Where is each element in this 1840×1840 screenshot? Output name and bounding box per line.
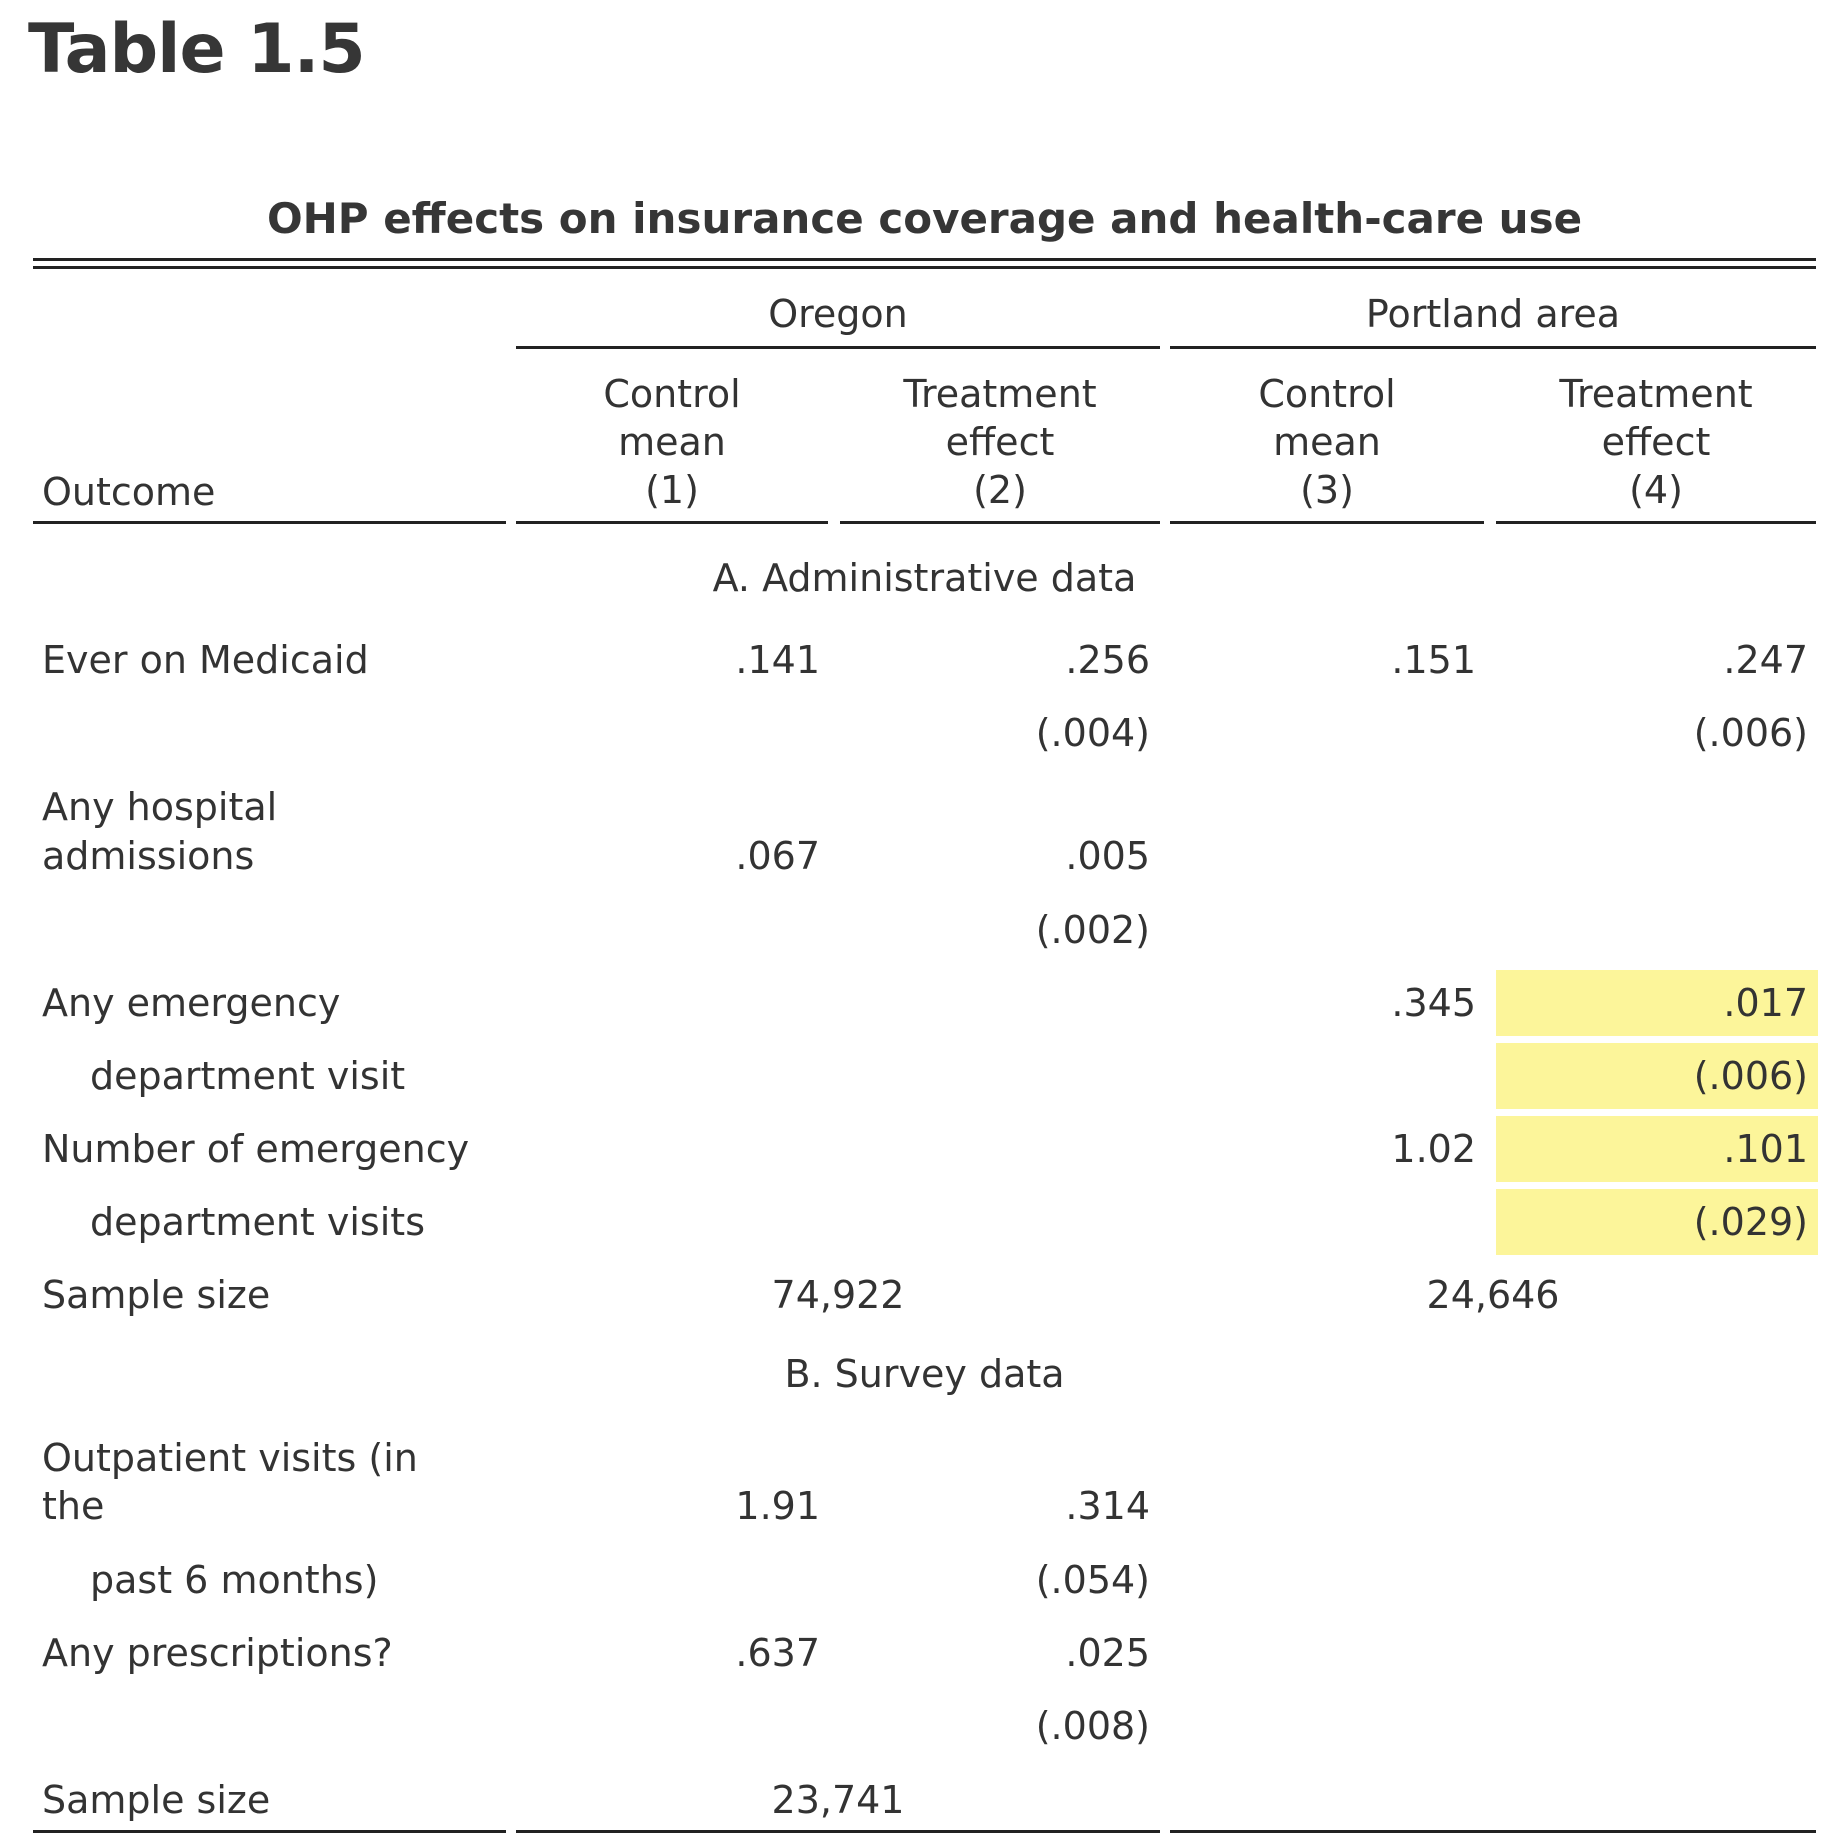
header-rule-1 [516, 521, 828, 524]
row-label-medicaid: Ever on Medicaid [42, 638, 369, 682]
cell-sample-a-portland: 24,646 [1426, 1273, 1560, 1317]
row-label-er-any-1: Any emergency [42, 981, 341, 1025]
cell-er-any-c4-se: (.006) [1693, 1054, 1808, 1098]
cell-prescriptions-c2: .025 [1065, 1631, 1150, 1675]
row-label-er-num-2: department visits [90, 1200, 425, 1244]
row-label-hospital-2: admissions [42, 834, 255, 878]
cell-medicaid-c1: .141 [735, 638, 820, 682]
cell-outpatient-c1: 1.91 [735, 1484, 820, 1528]
group-header-oregon: Oregon [768, 292, 908, 336]
bottom-rule-oregon [516, 1830, 1160, 1833]
top-rule-upper [33, 258, 1816, 261]
column-header-2: Treatment effect (2) [903, 372, 1097, 512]
header-rule-2 [840, 521, 1160, 524]
cell-er-any-c3: .345 [1391, 981, 1476, 1025]
cell-sample-a-oregon: 74,922 [771, 1273, 905, 1317]
cell-medicaid-c4: .247 [1723, 638, 1808, 682]
row-label-hospital-1: Any hospital [42, 785, 278, 829]
cell-er-num-c3: 1.02 [1391, 1127, 1476, 1171]
cell-outpatient-c2: .314 [1065, 1484, 1150, 1528]
row-label-sample-a: Sample size [42, 1273, 271, 1317]
column-header-outcome: Outcome [42, 470, 216, 514]
highlight-er-num-se [1496, 1189, 1818, 1255]
highlight-er-any-se [1496, 1043, 1818, 1109]
column-header-3: Control mean (3) [1258, 372, 1396, 512]
group-rule-portland [1170, 346, 1816, 349]
cell-hospital-c1: .067 [735, 834, 820, 878]
highlight-er-num [1496, 1116, 1818, 1182]
cell-hospital-c2-se: (.002) [1035, 908, 1150, 952]
panel-b-heading: B. Survey data [784, 1352, 1065, 1396]
header-rule-3 [1170, 521, 1484, 524]
column-header-1: Control mean (1) [603, 372, 741, 512]
row-label-outpatient-3: past 6 months) [90, 1558, 379, 1602]
row-label-prescriptions: Any prescriptions? [42, 1631, 393, 1675]
cell-hospital-c2: .005 [1065, 834, 1150, 878]
cell-er-any-c4: .017 [1723, 981, 1808, 1025]
row-label-outpatient-1: Outpatient visits (in [42, 1436, 418, 1480]
table-caption: OHP effects on insurance coverage and he… [266, 194, 1583, 243]
cell-er-num-c4: .101 [1723, 1127, 1808, 1171]
cell-prescriptions-c1: .637 [735, 1631, 820, 1675]
cell-medicaid-c2-se: (.004) [1035, 711, 1150, 755]
highlight-er-any [1496, 970, 1818, 1036]
row-label-outpatient-2: the [42, 1484, 105, 1528]
cell-er-num-c4-se: (.029) [1693, 1200, 1808, 1244]
cell-prescriptions-c2-se: (.008) [1035, 1704, 1150, 1748]
panel-a-heading: A. Administrative data [712, 556, 1137, 600]
cell-medicaid-c3: .151 [1391, 638, 1476, 682]
cell-medicaid-c4-se: (.006) [1693, 711, 1808, 755]
row-label-er-num-1: Number of emergency [42, 1127, 470, 1171]
cell-medicaid-c2: .256 [1065, 638, 1150, 682]
top-rule-lower [33, 266, 1816, 269]
group-header-portland: Portland area [1365, 292, 1621, 336]
column-header-4: Treatment effect (4) [1559, 372, 1753, 512]
group-rule-oregon [516, 346, 1160, 349]
bottom-rule-outcome [33, 1830, 506, 1833]
row-label-sample-b: Sample size [42, 1778, 271, 1822]
row-label-er-any-2: department visit [90, 1054, 406, 1098]
header-rule-outcome [33, 521, 506, 524]
table-number: Table 1.5 [28, 10, 366, 89]
header-rule-4 [1496, 521, 1816, 524]
cell-outpatient-c2-se: (.054) [1035, 1558, 1150, 1602]
bottom-rule-portland [1170, 1830, 1816, 1833]
cell-sample-b-oregon: 23,741 [771, 1778, 905, 1822]
